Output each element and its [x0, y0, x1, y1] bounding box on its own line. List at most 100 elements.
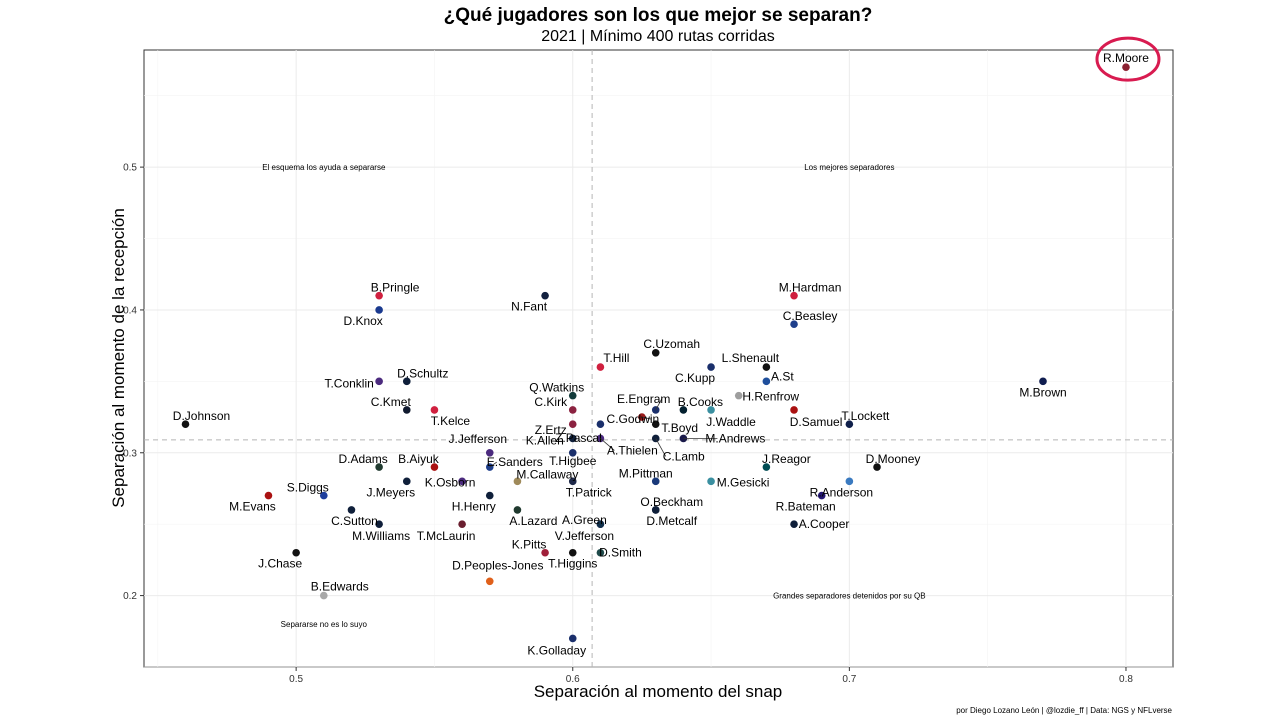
point-c-uzomah: [651, 348, 660, 357]
label-m-evans: M.Evans: [229, 500, 276, 514]
quadrant-label: Los mejores separadores: [804, 163, 894, 172]
label-c-beasley: C.Beasley: [783, 309, 838, 323]
label-m-hardman: M.Hardman: [779, 281, 842, 295]
y-tick-label: 0.2: [123, 591, 137, 602]
point-q-watkins: [568, 391, 577, 400]
point-j-meyers: [402, 477, 411, 486]
label-r-bateman: R.Bateman: [776, 500, 836, 514]
grid-major: [144, 50, 1173, 667]
point-k-allen: [568, 434, 577, 443]
label-k-allen: K.Allen: [526, 433, 564, 447]
label-b-pringle: B.Pringle: [371, 281, 420, 295]
label-r-moore: R.Moore: [1103, 51, 1149, 65]
point-t-lockett: [845, 420, 854, 428]
label-m-andrews: M.Andrews: [705, 431, 765, 445]
point-j-waddle: [707, 406, 715, 414]
label-t-hill: T.Hill: [603, 351, 629, 365]
label-b-cooks: B.Cooks: [678, 395, 723, 409]
point-t-hill: [596, 363, 605, 371]
label-m-williams: M.Williams: [352, 529, 410, 543]
label-j-meyers: J.Meyers: [366, 485, 415, 499]
chart-subtitle: 2021 | Mínimo 400 rutas corridas: [541, 28, 775, 45]
chart-title: ¿Qué jugadores son los que mejor se sepa…: [444, 5, 873, 26]
point-d-smith: [596, 548, 605, 557]
label-j-chase: J.Chase: [258, 557, 302, 571]
x-tick-label: 0.7: [842, 674, 856, 685]
point-r-anderson: [845, 477, 854, 486]
label-c-kirk: C.Kirk: [534, 395, 568, 409]
label-a-cooper: A.Cooper: [799, 517, 850, 531]
label-t-mclaurin: T.McLaurin: [417, 529, 476, 543]
point-t-patrick: [568, 477, 577, 486]
point-d-samuel: [790, 406, 798, 414]
point-b-pringle: [375, 291, 383, 300]
quadrant-label: Separarse no es lo suyo: [281, 620, 368, 629]
label-m-pittman: M.Pittman: [619, 466, 673, 480]
point-t-higgins: [568, 548, 577, 557]
label-l-shenault: L.Shenault: [722, 351, 780, 365]
label-a-green: A.Green: [562, 513, 607, 527]
label-o-beckham: O.Beckham: [640, 495, 703, 509]
x-tick-label: 0.8: [1119, 674, 1133, 685]
point-c-sutton: [347, 506, 356, 514]
label-t-higbee: T.Higbee: [549, 454, 597, 468]
label-n-fant: N.Fant: [511, 300, 548, 314]
point-v-jefferson: [596, 520, 605, 528]
plot-panel: [143, 49, 1174, 668]
x-axis-ticks: 0.5 0.6 0.7 0.8: [289, 667, 1133, 685]
point-l-shenault: [762, 363, 771, 371]
label-leader-line: [489, 461, 497, 468]
quadrant-label: Grandes separadores detenidos por su QB: [773, 592, 926, 601]
y-tick-label: 0.5: [123, 163, 137, 174]
point-z-pascal: [596, 420, 605, 428]
label-c-godwin: C.Godwin: [607, 412, 660, 426]
y-axis-label: Separación al momento de la recepción: [109, 208, 128, 508]
label-b-aiyuk: B.Aiyuk: [398, 452, 440, 466]
label-b-edwards: B.Edwards: [311, 580, 369, 594]
label-q-watkins: Q.Watkins: [529, 381, 584, 395]
point-a-st: [762, 377, 771, 386]
label-e-engram: E.Engram: [617, 392, 670, 406]
label-k-osborn: K.Osborn: [425, 475, 476, 489]
point-m-gesicki: [707, 477, 715, 486]
point-t-higbee: [568, 448, 577, 457]
point-j-chase: [292, 548, 300, 557]
chart-caption: por Diego Lozano León | @lozdie_ff | Dat…: [956, 706, 1172, 715]
label-e-sanders: E.Sanders: [487, 455, 543, 469]
point-t-conklin: [375, 377, 383, 386]
point-t-mclaurin: [458, 520, 466, 528]
label-t-boyd: T.Boyd: [661, 421, 698, 435]
point-t-kelce: [430, 406, 439, 414]
point-j-jefferson: [485, 448, 494, 457]
label-d-samuel: D.Samuel: [790, 415, 843, 429]
label-m-callaway: M.Callaway: [516, 467, 578, 481]
label-c-kmet: C.Kmet: [371, 395, 412, 409]
point-c-kmet: [402, 406, 411, 414]
label-z-pascal: Z.Pascal: [555, 431, 602, 445]
quadrant-label: El esquema los ayuda a separarse: [262, 163, 386, 172]
point-r-bateman: [817, 491, 826, 500]
point-k-pitts: [541, 548, 549, 557]
label-h-henry: H.Henry: [452, 500, 496, 514]
x-tick-label: 0.5: [289, 674, 303, 685]
label-d-knox: D.Knox: [343, 314, 382, 328]
y-axis-ticks: 0.2 0.3 0.4 0.5: [123, 163, 144, 602]
y-tick-label: 0.3: [123, 448, 137, 459]
label-m-brown: M.Brown: [1019, 385, 1066, 399]
label-leader-line: [655, 398, 663, 411]
label-t-higgins: T.Higgins: [548, 557, 597, 571]
point-h-renfrow: [734, 391, 743, 400]
label-a-thielen: A.Thielen: [607, 443, 658, 457]
point-e-engram: [651, 406, 660, 414]
y-tick-label: 0.4: [123, 305, 137, 316]
label-d-schultz: D.Schultz: [397, 366, 448, 380]
grid-minor: [144, 50, 1173, 668]
label-d-metcalf: D.Metcalf: [646, 514, 697, 528]
point-b-edwards: [319, 591, 328, 600]
highlight-ring: [1095, 36, 1161, 82]
label-a-st: A.St: [771, 369, 794, 383]
label-c-lamb: C.Lamb: [663, 449, 705, 463]
point-m-pittman: [651, 477, 660, 486]
label-d-johnson: D.Johnson: [173, 409, 230, 423]
